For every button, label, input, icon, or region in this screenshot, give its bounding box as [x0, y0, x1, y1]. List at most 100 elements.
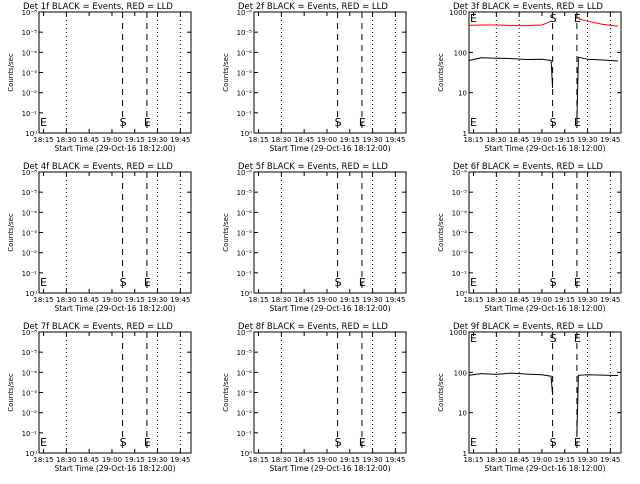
x-tick-label: 19:00 — [317, 456, 337, 464]
y-tick-label: 10⁻⁶ — [237, 9, 253, 17]
x-tick-label: 19:30 — [362, 456, 382, 464]
x-axis-label: Start Time (29-Oct-16 18:12:00) — [269, 464, 390, 473]
end-marker-top: E — [574, 12, 581, 25]
start-marker: S — [335, 276, 342, 289]
x-tick-label: 19:00 — [102, 456, 122, 464]
y-axis-label: Counts/sec — [222, 53, 230, 92]
x-tick-label: 19:00 — [102, 136, 122, 144]
x-tick-label: 19:30 — [147, 296, 167, 304]
y-tick-label: 10⁻¹ — [452, 270, 468, 278]
y-axis-label: Counts/sec — [7, 213, 15, 252]
start-marker: S — [120, 436, 127, 449]
y-tick-label: 10 — [458, 410, 467, 418]
x-tick-label: 19:30 — [147, 456, 167, 464]
x-tick-label: 18:45 — [294, 456, 314, 464]
start-marker: S — [335, 116, 342, 129]
x-tick-label: 18:15 — [33, 136, 53, 144]
y-tick-label: 10⁻⁴ — [22, 209, 38, 217]
x-tick-label: 18:30 — [271, 136, 291, 144]
y-tick-label: 10⁻³ — [452, 230, 468, 238]
y-tick-label: 10⁻⁶ — [452, 169, 468, 177]
x-tick-label: 18:45 — [79, 296, 99, 304]
x-tick-label: 19:45 — [385, 296, 405, 304]
y-tick-label: 10⁰ — [240, 130, 252, 138]
y-axis-label: Counts/sec — [222, 373, 230, 412]
lld-series-line — [578, 18, 619, 27]
x-tick-label: 19:45 — [600, 136, 620, 144]
panel-title: Det 4f BLACK = Events, RED = LLD — [23, 162, 173, 172]
end-marker: E — [144, 116, 151, 129]
x-tick-label: 19:15 — [555, 296, 575, 304]
x-tick-label: 19:15 — [125, 456, 145, 464]
y-tick-label: 10⁻⁶ — [22, 329, 38, 337]
x-tick-label: 18:30 — [56, 136, 76, 144]
end-marker-top: E — [574, 332, 581, 345]
x-axis-label: Start Time (29-Oct-16 18:12:00) — [484, 464, 605, 473]
plot-frame — [468, 11, 622, 134]
y-tick-label: 10⁰ — [240, 290, 252, 298]
x-tick-label: 18:45 — [509, 456, 529, 464]
y-tick-label: 10⁻² — [237, 250, 253, 258]
x-tick-label: 18:30 — [486, 296, 506, 304]
panel-title: Det 7f BLACK = Events, RED = LLD — [23, 322, 173, 332]
y-tick-label: 10⁻⁶ — [237, 169, 253, 177]
events-series-line — [468, 372, 554, 396]
start-marker: S — [550, 436, 557, 449]
y-tick-label: 10⁻³ — [237, 70, 253, 78]
end-marker: E — [470, 276, 477, 289]
end-marker: E — [40, 436, 47, 449]
start-marker: S — [550, 116, 557, 129]
end-marker: E — [359, 436, 366, 449]
plot-frame — [38, 11, 192, 134]
y-tick-label: 10⁻³ — [237, 230, 253, 238]
x-tick-label: 19:15 — [340, 136, 360, 144]
start-marker: S — [550, 276, 557, 289]
y-tick-label: 10⁻⁶ — [22, 9, 38, 17]
end-marker: E — [144, 276, 151, 289]
y-tick-label: 10⁻⁴ — [22, 369, 38, 377]
y-tick-label: 10⁻⁵ — [237, 189, 253, 197]
x-tick-label: 18:15 — [463, 456, 483, 464]
y-tick-label: 10⁻¹ — [237, 110, 253, 118]
y-tick-label: 10⁻⁶ — [22, 169, 38, 177]
end-marker: E — [574, 116, 581, 129]
y-tick-label: 1000 — [449, 9, 467, 17]
x-tick-label: 19:00 — [532, 296, 552, 304]
y-tick-label: 10⁻⁴ — [237, 369, 253, 377]
y-tick-label: 100 — [454, 369, 467, 377]
y-tick-label: 1 — [463, 450, 467, 458]
x-tick-label: 18:15 — [463, 136, 483, 144]
y-axis-label: Counts/sec — [437, 53, 445, 92]
lld-series-line — [468, 20, 552, 27]
y-tick-label: 10⁻⁵ — [237, 349, 253, 357]
y-tick-label: 10⁻⁵ — [237, 29, 253, 37]
x-tick-label: 18:15 — [33, 456, 53, 464]
x-tick-label: 18:15 — [248, 136, 268, 144]
x-tick-label: 18:15 — [248, 296, 268, 304]
start-marker-top: S — [550, 332, 557, 345]
x-tick-label: 19:45 — [600, 456, 620, 464]
x-tick-label: 18:15 — [463, 296, 483, 304]
y-tick-label: 10⁻⁵ — [22, 29, 38, 37]
x-tick-label: 19:00 — [532, 456, 552, 464]
plot-frame — [253, 171, 407, 294]
x-axis-label: Start Time (29-Oct-16 18:12:00) — [54, 144, 175, 153]
y-tick-label: 10⁻¹ — [22, 270, 38, 278]
y-tick-label: 10⁻⁴ — [22, 49, 38, 57]
x-tick-label: 19:00 — [317, 296, 337, 304]
x-axis-label: Start Time (29-Oct-16 18:12:00) — [269, 304, 390, 313]
events-series-line — [468, 57, 554, 89]
x-tick-label: 18:30 — [56, 296, 76, 304]
start-marker: S — [120, 116, 127, 129]
x-tick-label: 19:45 — [170, 296, 190, 304]
start-marker: S — [120, 276, 127, 289]
x-tick-label: 19:45 — [385, 136, 405, 144]
x-tick-label: 19:15 — [340, 456, 360, 464]
y-tick-label: 10⁻¹ — [237, 430, 253, 438]
y-tick-label: 10⁻³ — [22, 390, 38, 398]
y-tick-label: 1000 — [449, 329, 467, 337]
x-axis-label: Start Time (29-Oct-16 18:12:00) — [54, 464, 175, 473]
